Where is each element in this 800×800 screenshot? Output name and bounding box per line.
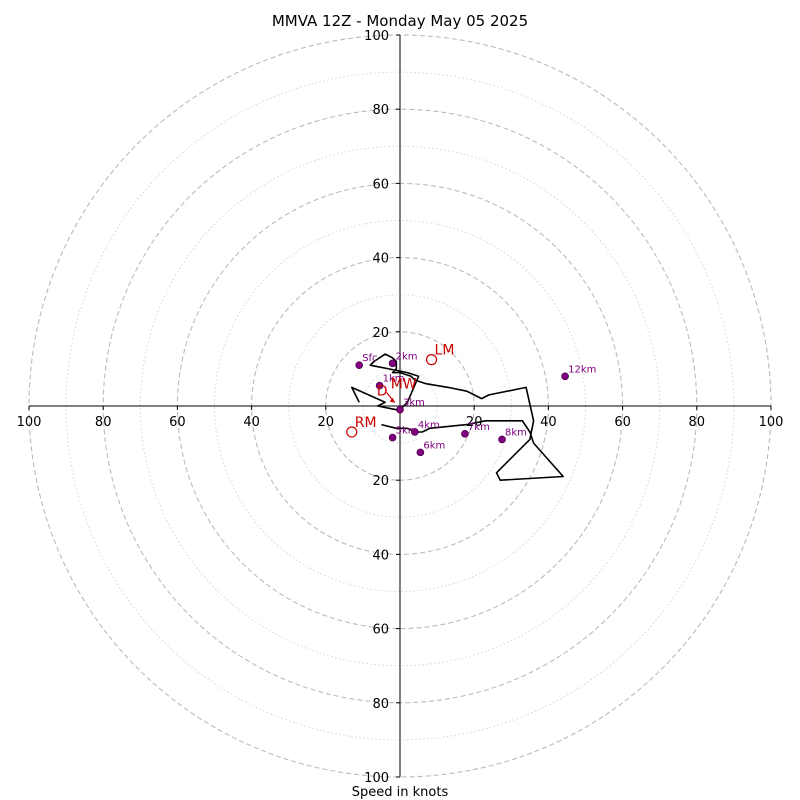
height-marker-point: [416, 448, 425, 457]
height-marker-label: 8km: [505, 427, 527, 438]
tick-labels: 100 80 60 40 20 20 40 60 80 100100806040202040608…: [17, 29, 784, 786]
deviant-motion-arrowhead: [389, 397, 395, 403]
hodograph-line: [350, 353, 565, 482]
height-marker-point: [396, 405, 404, 414]
y-tick-label: 60: [372, 623, 389, 638]
y-tick-label: 100: [364, 771, 389, 786]
height-marker-point: [375, 381, 384, 390]
height-marker-label: 1km: [383, 374, 405, 385]
x-tick-label: 80: [689, 415, 706, 430]
height-marker-label: 7km: [468, 422, 490, 433]
height-marker-label: Sfc: [362, 353, 377, 364]
y-tick-label: 20: [372, 326, 389, 341]
height-marker-label: 5km: [396, 426, 418, 437]
height-marker-point: [498, 435, 506, 444]
y-tick-label: 20: [372, 474, 389, 489]
storm-motion-markers: LM RM MWD: [346, 343, 455, 438]
deviant-motion-label: D: [377, 384, 388, 400]
y-tick-label: 80: [372, 103, 389, 118]
x-tick-label: 40: [540, 415, 557, 430]
x-axis-label: Speed in knots: [352, 785, 449, 800]
storm-motion-label: LM: [435, 343, 455, 359]
x-tick-label: 100: [759, 415, 784, 430]
height-marker-point: [561, 372, 569, 381]
height-marker-point: [411, 428, 419, 436]
x-tick-label: 100: [17, 415, 42, 430]
storm-motion-label: RM: [355, 415, 377, 431]
height-marker-point: [388, 433, 397, 442]
height-marker-label: 12km: [568, 364, 596, 375]
height-marker-label: 2km: [396, 351, 418, 362]
height-marker-label: 3km: [403, 398, 425, 409]
y-tick-label: 40: [372, 548, 389, 563]
y-tick-label: 80: [372, 697, 389, 712]
x-tick-label: 60: [169, 415, 186, 430]
height-marker-point: [388, 359, 397, 368]
chart-title: MMVA 12Z - Monday May 05 2025: [272, 12, 528, 30]
y-tick-label: 40: [372, 252, 389, 267]
height-marker-point: [461, 430, 469, 438]
height-marker-label: 6km: [423, 440, 445, 451]
x-tick-label: 40: [243, 415, 260, 430]
storm-motion-point: [346, 426, 358, 438]
height-marker-label: 4km: [418, 420, 440, 431]
hodograph-series: [350, 353, 565, 482]
storm-motion-point: [425, 354, 438, 366]
height-marker-point: [355, 361, 363, 369]
x-tick-label: 20: [318, 415, 335, 430]
x-tick-label: 80: [95, 415, 112, 430]
mean-wind-label: MW: [391, 377, 417, 393]
y-tick-label: 100: [364, 29, 389, 44]
y-tick-label: 60: [372, 177, 389, 192]
x-tick-label: 60: [614, 415, 631, 430]
